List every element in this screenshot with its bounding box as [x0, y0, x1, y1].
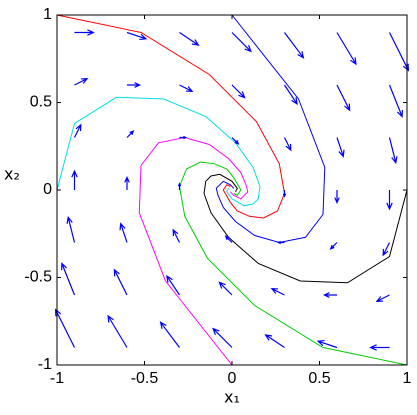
vector-arrow	[276, 240, 285, 245]
x-tick-label: 1	[403, 370, 412, 387]
trajectory	[215, 14, 326, 244]
vector-arrow	[388, 84, 403, 118]
trajectory	[203, 173, 408, 284]
y-tick-label: 1	[43, 6, 52, 23]
vector-arrow	[179, 135, 188, 140]
vector-arrow	[316, 339, 338, 349]
vector-arrow	[375, 294, 390, 302]
vector-arrow	[231, 137, 240, 145]
vector-arrow	[179, 32, 200, 46]
y-axis-label: x₂	[4, 165, 20, 184]
vector-arrow	[73, 123, 82, 138]
vector-arrow	[172, 228, 181, 243]
y-tick-label: 0.5	[30, 94, 52, 111]
x-tick-label: -1	[50, 370, 64, 387]
vector-arrow	[127, 82, 142, 88]
x-tick-label: -0.5	[131, 370, 159, 387]
vector-arrow	[388, 32, 410, 72]
vector-arrow	[369, 344, 390, 351]
trajectory	[56, 96, 261, 207]
vector-arrow	[283, 137, 292, 152]
vector-arrow	[177, 182, 182, 190]
vector-arrow	[61, 262, 76, 296]
y-tick-label: -1	[38, 356, 52, 373]
vector-arrow	[282, 190, 287, 198]
vector-arrow	[113, 268, 128, 296]
vector-arrow	[74, 29, 95, 36]
vector-arrow	[388, 137, 398, 165]
vector-arrow	[336, 32, 357, 66]
vector-arrow	[179, 84, 194, 92]
vector-arrow	[382, 242, 391, 257]
vector-arrow	[334, 190, 340, 205]
vector-arrow	[386, 190, 393, 211]
trajectory	[178, 161, 408, 366]
vector-arrow	[284, 32, 305, 59]
vector-arrow	[264, 334, 285, 348]
vector-arrow	[54, 308, 76, 348]
vector-arrow	[329, 242, 338, 250]
trajectory	[138, 136, 249, 366]
vector-arrow	[124, 175, 130, 190]
vector-arrow	[74, 78, 89, 86]
vector-arrow	[336, 137, 345, 158]
vector-arrow	[159, 321, 180, 348]
vector-arrow	[218, 281, 233, 296]
vector-arrow	[212, 327, 233, 348]
axes-box	[56, 14, 408, 366]
x-tick-label: 0.5	[308, 370, 330, 387]
vector-arrow	[107, 314, 128, 348]
vector-arrow	[231, 32, 252, 53]
vector-arrow	[284, 84, 298, 106]
y-tick-label: 0	[43, 181, 52, 198]
vector-arrow	[231, 84, 246, 99]
y-tick-label: -0.5	[24, 269, 52, 286]
vector-arrow	[166, 274, 180, 296]
x-tick-label: 0	[228, 370, 237, 387]
vector-arrow	[66, 215, 76, 243]
x-axis-label: x₁	[224, 388, 240, 407]
trajectory	[56, 14, 286, 219]
vector-arrow	[336, 84, 351, 112]
vector-arrow	[126, 31, 148, 41]
vector-arrow	[126, 130, 135, 138]
vector-arrow	[71, 169, 78, 190]
vector-arrow	[322, 292, 337, 298]
vector-arrow	[119, 222, 128, 243]
vector-arrow	[270, 288, 285, 296]
vector-arrow	[224, 235, 233, 243]
